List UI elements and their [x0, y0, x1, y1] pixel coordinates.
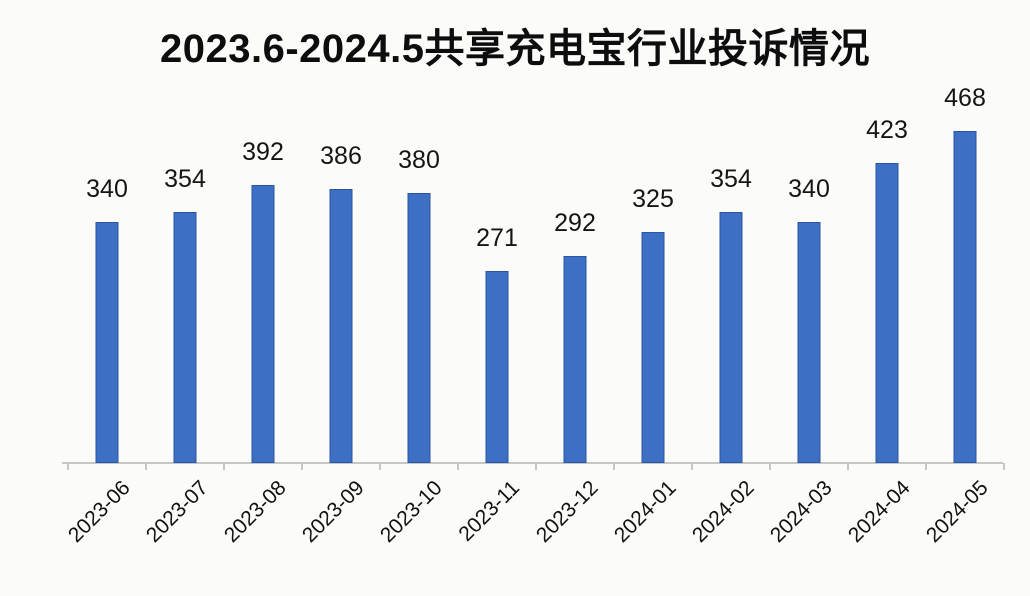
bar-group: 386 2023-09: [298, 128, 380, 548]
bar-value-label: 271: [476, 224, 518, 252]
axis-tick: [67, 463, 69, 470]
bar-2023-09: [329, 189, 353, 463]
bar-group: 340 2023-06: [64, 128, 146, 548]
bar-value-label: 340: [788, 175, 830, 203]
bar-group: 325 2024-01: [610, 128, 692, 548]
bar-2023-11: [485, 271, 509, 463]
x-tick-label: 2023-06: [63, 476, 135, 548]
x-tick-label: 2024-05: [921, 476, 993, 548]
axis-tick: [301, 463, 303, 470]
bar-2023-10: [407, 193, 431, 463]
bar-group: 354 2023-07: [142, 128, 224, 548]
bar-group: 468 2024-05: [922, 86, 1005, 547]
bar-group: 392 2023-08: [220, 128, 302, 548]
bar-2023-08: [251, 185, 275, 463]
bar-value-label: 380: [398, 146, 440, 174]
x-tick-label: 2024-04: [843, 476, 915, 548]
axis-tick: [457, 463, 459, 470]
bar-2024-05: [953, 131, 977, 463]
axis-tick: [613, 463, 615, 470]
axis-tick: [145, 463, 147, 470]
axis-tick: [847, 463, 849, 470]
axis-tick: [223, 463, 225, 470]
bar-value-label: 468: [944, 84, 986, 112]
x-tick-label: 2023-09: [297, 476, 369, 548]
axis-tick: [925, 463, 927, 470]
bar-2023-12: [563, 256, 587, 463]
axis-tick: [379, 463, 381, 470]
x-tick-label: 2023-08: [219, 476, 291, 548]
bar-group: 354 2024-02: [688, 128, 770, 548]
bar-value-label: 386: [320, 142, 362, 170]
axis-tick: [691, 463, 693, 470]
bar-value-label: 423: [866, 116, 908, 144]
bar-value-label: 292: [554, 209, 596, 237]
x-tick-label: 2023-10: [375, 476, 447, 548]
bar-value-label: 340: [86, 175, 128, 203]
bar-2024-02: [719, 212, 743, 463]
bar-value-label: 354: [710, 165, 752, 193]
bar-group: 380 2023-10: [376, 128, 458, 548]
bar-2023-07: [173, 212, 197, 463]
bar-2023-06: [95, 222, 119, 463]
axis-tick: [1003, 463, 1005, 470]
bar-group: 423 2024-04: [844, 118, 926, 548]
bar-2024-01: [641, 232, 665, 463]
bar-group: 271 2023-11: [455, 128, 536, 546]
bar-group: 292 2023-12: [532, 128, 614, 548]
bar-value-label: 354: [164, 165, 206, 193]
axis-tick: [535, 463, 537, 470]
bar-group: 340 2024-03: [766, 128, 848, 548]
chart-title: 2023.6-2024.5共享充电宝行业投诉情况: [159, 27, 870, 71]
x-tick-label: 2023-11: [454, 476, 525, 546]
bar-value-label: 392: [242, 138, 284, 166]
bar-value-label: 325: [632, 185, 674, 213]
x-tick-label: 2024-01: [609, 476, 681, 548]
axis-tick: [769, 463, 771, 470]
x-tick-label: 2023-07: [141, 476, 213, 548]
x-tick-label: 2024-03: [765, 476, 837, 548]
bar-2024-04: [875, 163, 899, 463]
x-tick-label: 2023-12: [531, 476, 603, 548]
bar-2024-03: [797, 222, 821, 463]
x-axis-line: [62, 462, 1003, 464]
x-tick-label: 2024-02: [687, 476, 759, 548]
plot-area: 340 2023-06 354 2023-07 392 2023-08 386 2023-09…: [64, 86, 1005, 548]
